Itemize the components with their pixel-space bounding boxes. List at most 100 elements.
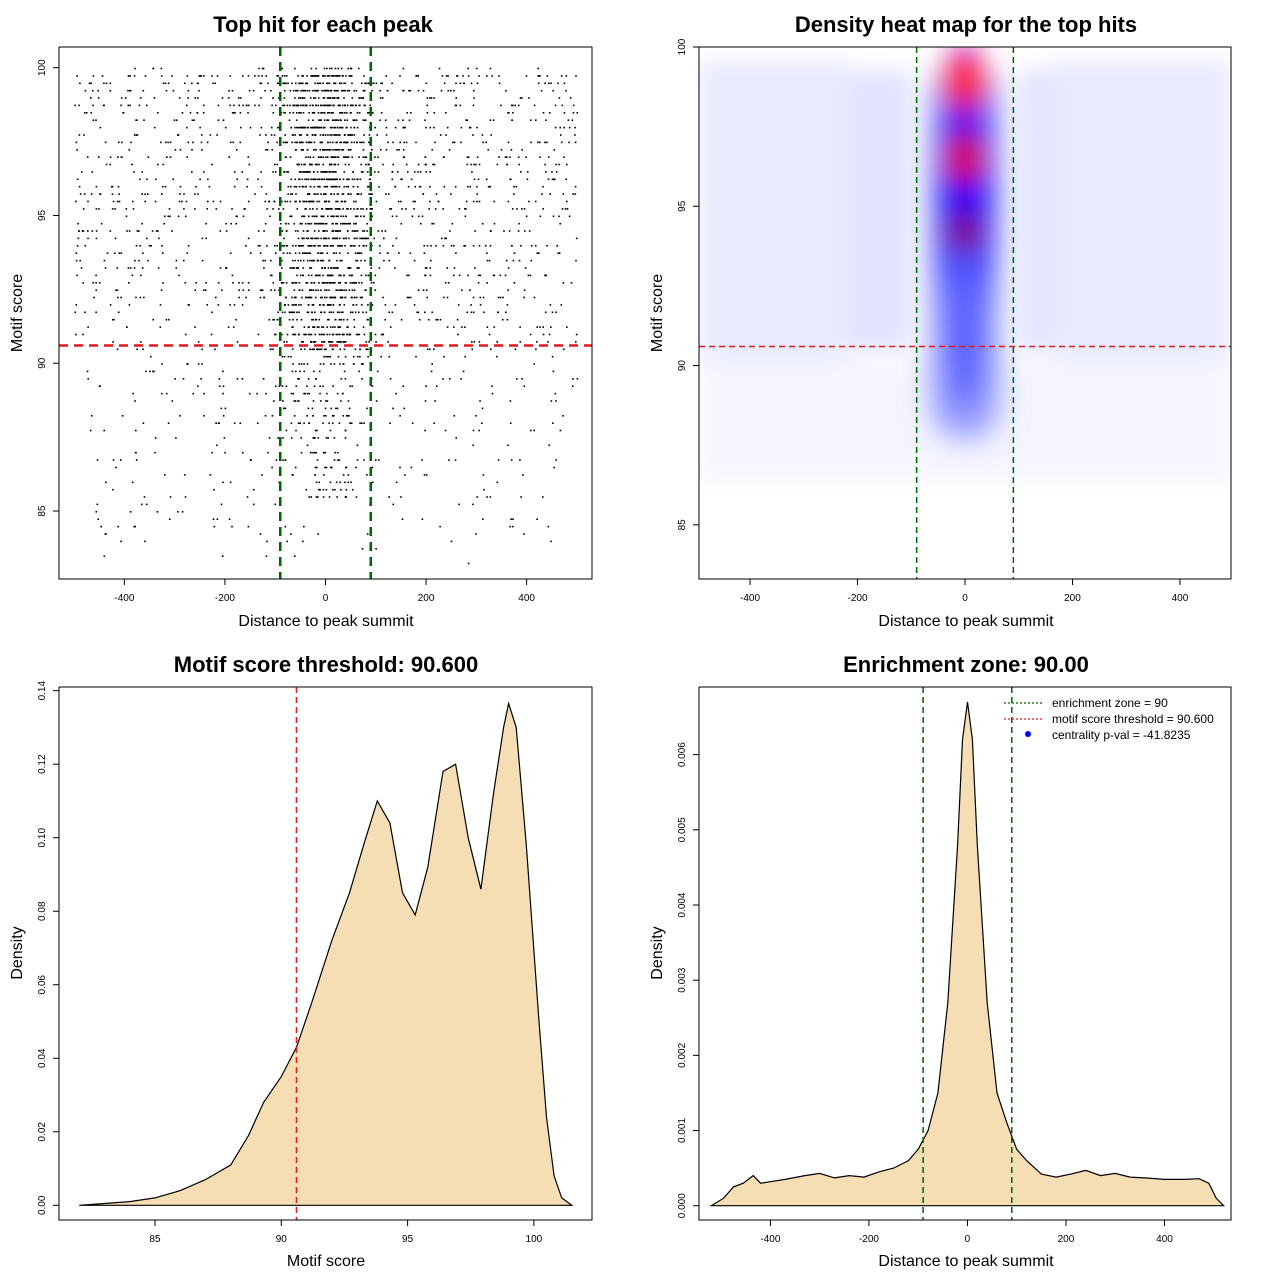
- scatter-point: [337, 75, 340, 77]
- scatter-point: [356, 215, 359, 218]
- scatter-point: [217, 104, 220, 107]
- scatter-point: [426, 104, 428, 107]
- scatter-point: [284, 311, 286, 314]
- scatter-point: [340, 488, 342, 491]
- scatter-point: [421, 518, 424, 520]
- scatter-point: [523, 385, 526, 387]
- scatter-point: [333, 89, 336, 92]
- scatter-point: [296, 318, 298, 321]
- scatter-point: [252, 89, 255, 92]
- scatter-point: [313, 282, 316, 284]
- scatter-point: [302, 252, 304, 254]
- scatter-point: [334, 149, 336, 151]
- scatter-point: [482, 141, 484, 144]
- scatter-point: [319, 245, 321, 247]
- scatter-point: [300, 363, 303, 365]
- scatter-point: [392, 163, 394, 166]
- scatter-point: [325, 89, 327, 92]
- scatter-point: [346, 326, 348, 328]
- scatter-point: [552, 422, 554, 424]
- scatter-point: [305, 141, 308, 144]
- scatter-point: [366, 407, 368, 410]
- scatter-point: [343, 200, 346, 203]
- scatter-point: [313, 215, 316, 218]
- scatter-point: [333, 437, 336, 439]
- scatter-point: [411, 215, 414, 218]
- scatter-point: [293, 104, 296, 107]
- scatter-point: [77, 237, 80, 240]
- scatter-point: [340, 245, 342, 247]
- scatter-point: [355, 304, 358, 306]
- scatter-point: [353, 222, 355, 225]
- scatter-point: [92, 119, 95, 121]
- scatter-point: [416, 311, 418, 314]
- scatter-point: [332, 185, 334, 188]
- scatter-point: [282, 245, 284, 247]
- scatter-point: [179, 415, 181, 417]
- score-density-area: [79, 701, 574, 1206]
- scatter-point: [336, 230, 338, 232]
- scatter-point: [293, 267, 295, 269]
- scatter-point: [292, 326, 294, 328]
- scatter-x-label: Distance to peak summit: [238, 613, 414, 630]
- scatter-point: [322, 451, 325, 454]
- scatter-point: [395, 237, 398, 240]
- scatter-point: [443, 296, 445, 299]
- scatter-point: [333, 237, 335, 240]
- scatter-point: [323, 112, 326, 114]
- scatter-point: [546, 245, 548, 247]
- scatter-point: [109, 304, 112, 306]
- scatter-point: [323, 185, 326, 188]
- scatter-point: [487, 185, 490, 188]
- scatter-point: [476, 82, 479, 85]
- scatter-point: [339, 119, 342, 121]
- scatter-point: [316, 200, 319, 203]
- scatter-point: [283, 89, 286, 92]
- scatter-point: [152, 67, 155, 70]
- scatter-point: [486, 496, 488, 498]
- scatter-point: [339, 326, 342, 328]
- scatter-point: [353, 200, 355, 203]
- distance-x-tick-label: -200: [859, 1234, 879, 1245]
- scatter-point: [186, 75, 189, 77]
- scatter-point: [410, 466, 413, 469]
- scatter-point: [334, 75, 337, 77]
- scatter-point: [201, 363, 203, 365]
- scatter-point: [116, 267, 119, 269]
- scatter-point: [282, 208, 285, 210]
- scatter-point: [530, 429, 532, 432]
- scatter-point: [257, 178, 259, 181]
- scatter-point: [326, 274, 329, 277]
- scatter-point: [419, 185, 422, 188]
- scatter-point: [177, 215, 180, 218]
- scatter-point: [317, 104, 320, 107]
- scatter-point: [364, 89, 366, 92]
- scatter-point: [224, 451, 226, 454]
- scatter-point: [319, 252, 322, 254]
- scatter-point: [519, 459, 521, 461]
- scatter-point: [302, 267, 305, 269]
- scatter-point: [158, 237, 160, 240]
- scatter-point: [187, 245, 190, 247]
- scatter-point: [247, 289, 250, 291]
- scatter-point: [337, 156, 339, 158]
- scatter-point: [354, 311, 357, 314]
- scatter-point: [344, 104, 346, 107]
- scatter-point: [145, 104, 148, 107]
- scatter-point: [294, 141, 296, 144]
- scatter-point: [356, 237, 358, 240]
- scatter-point: [337, 208, 340, 210]
- scatter-point: [316, 171, 319, 173]
- scatter-point: [206, 141, 209, 144]
- scatter-point: [300, 126, 302, 129]
- scatter-point: [109, 163, 111, 166]
- scatter-point: [324, 245, 326, 247]
- scatter-point: [78, 104, 80, 107]
- scatter-point: [444, 282, 447, 284]
- scatter-point: [554, 178, 556, 181]
- scatter-point: [339, 282, 342, 284]
- score-y-tick-label: 0.06: [37, 975, 48, 995]
- scatter-point: [353, 208, 355, 210]
- scatter-point: [322, 496, 325, 498]
- scatter-point: [505, 311, 507, 314]
